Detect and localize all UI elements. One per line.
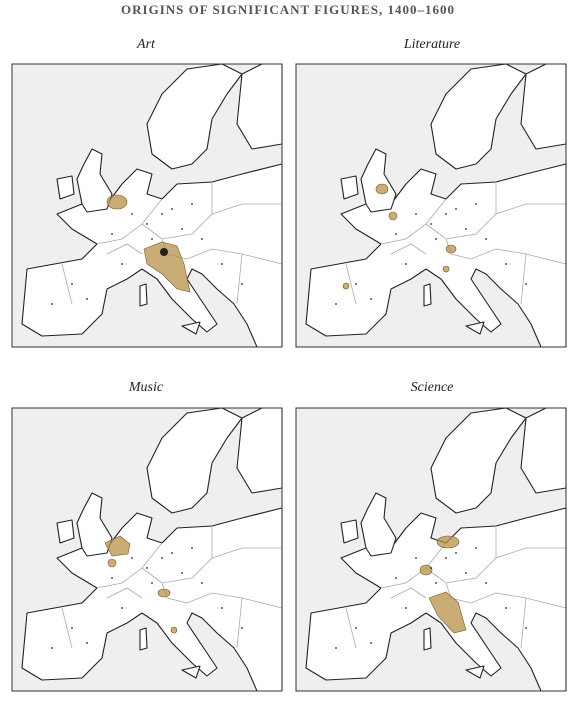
city-dot <box>71 283 73 285</box>
city-dot <box>355 283 357 285</box>
city-dot <box>525 283 527 285</box>
city-dot <box>505 263 507 265</box>
city-dot <box>146 567 148 569</box>
city-dot <box>485 582 487 584</box>
city-dot <box>191 203 193 205</box>
city-dot <box>395 577 397 579</box>
city-dot <box>171 552 173 554</box>
city-dot <box>86 642 88 644</box>
city-dot <box>445 557 447 559</box>
city-dot <box>121 263 123 265</box>
panel-title: Music <box>128 380 164 395</box>
city-dot <box>51 647 53 649</box>
city-dot <box>370 298 372 300</box>
map-art <box>11 63 283 348</box>
map-music <box>11 407 283 692</box>
city-dot <box>171 208 173 210</box>
city-dot <box>475 203 477 205</box>
city-dot <box>201 238 203 240</box>
city-dot <box>181 228 183 230</box>
city-dot <box>201 582 203 584</box>
city-dot <box>445 213 447 215</box>
city-dot <box>370 642 372 644</box>
city-dot <box>475 547 477 549</box>
city-dot <box>335 303 337 305</box>
city-dot <box>415 213 417 215</box>
title: ORIGINS OF SIGNIFICANT FIGURES, 1400–160… <box>121 2 455 17</box>
city-dot <box>146 223 148 225</box>
panel-frame <box>295 407 567 692</box>
panel-frame <box>11 407 283 692</box>
city-dot <box>151 582 153 584</box>
city-dot <box>405 263 407 265</box>
city-dot <box>485 238 487 240</box>
city-dot <box>181 572 183 574</box>
city-dot <box>121 607 123 609</box>
city-dot <box>465 228 467 230</box>
panel-title: Science <box>411 380 454 395</box>
city-dot <box>395 233 397 235</box>
map-science <box>295 407 567 692</box>
city-dot <box>161 213 163 215</box>
city-dot <box>161 557 163 559</box>
city-dot <box>221 263 223 265</box>
panel-title: Art <box>136 37 156 52</box>
city-dot <box>435 238 437 240</box>
city-dot <box>435 582 437 584</box>
city-dot <box>355 627 357 629</box>
city-dot <box>455 552 457 554</box>
panel-frame <box>295 63 567 348</box>
city-dot <box>71 627 73 629</box>
city-dot <box>221 607 223 609</box>
city-dot <box>51 303 53 305</box>
city-dot <box>415 557 417 559</box>
panel-frame <box>11 63 283 348</box>
city-dot <box>86 298 88 300</box>
city-dot <box>430 223 432 225</box>
city-dot <box>525 627 527 629</box>
city-dot <box>335 647 337 649</box>
city-dot <box>111 233 113 235</box>
city-dot <box>455 208 457 210</box>
city-dot <box>241 627 243 629</box>
map-literature <box>295 63 567 348</box>
city-dot <box>430 567 432 569</box>
panel-title: Literature <box>403 37 460 52</box>
city-dot <box>241 283 243 285</box>
city-dot <box>405 607 407 609</box>
city-dot <box>151 238 153 240</box>
city-dot <box>505 607 507 609</box>
city-dot <box>111 577 113 579</box>
city-dot <box>191 547 193 549</box>
city-dot <box>465 572 467 574</box>
city-dot <box>131 557 133 559</box>
city-dot <box>131 213 133 215</box>
